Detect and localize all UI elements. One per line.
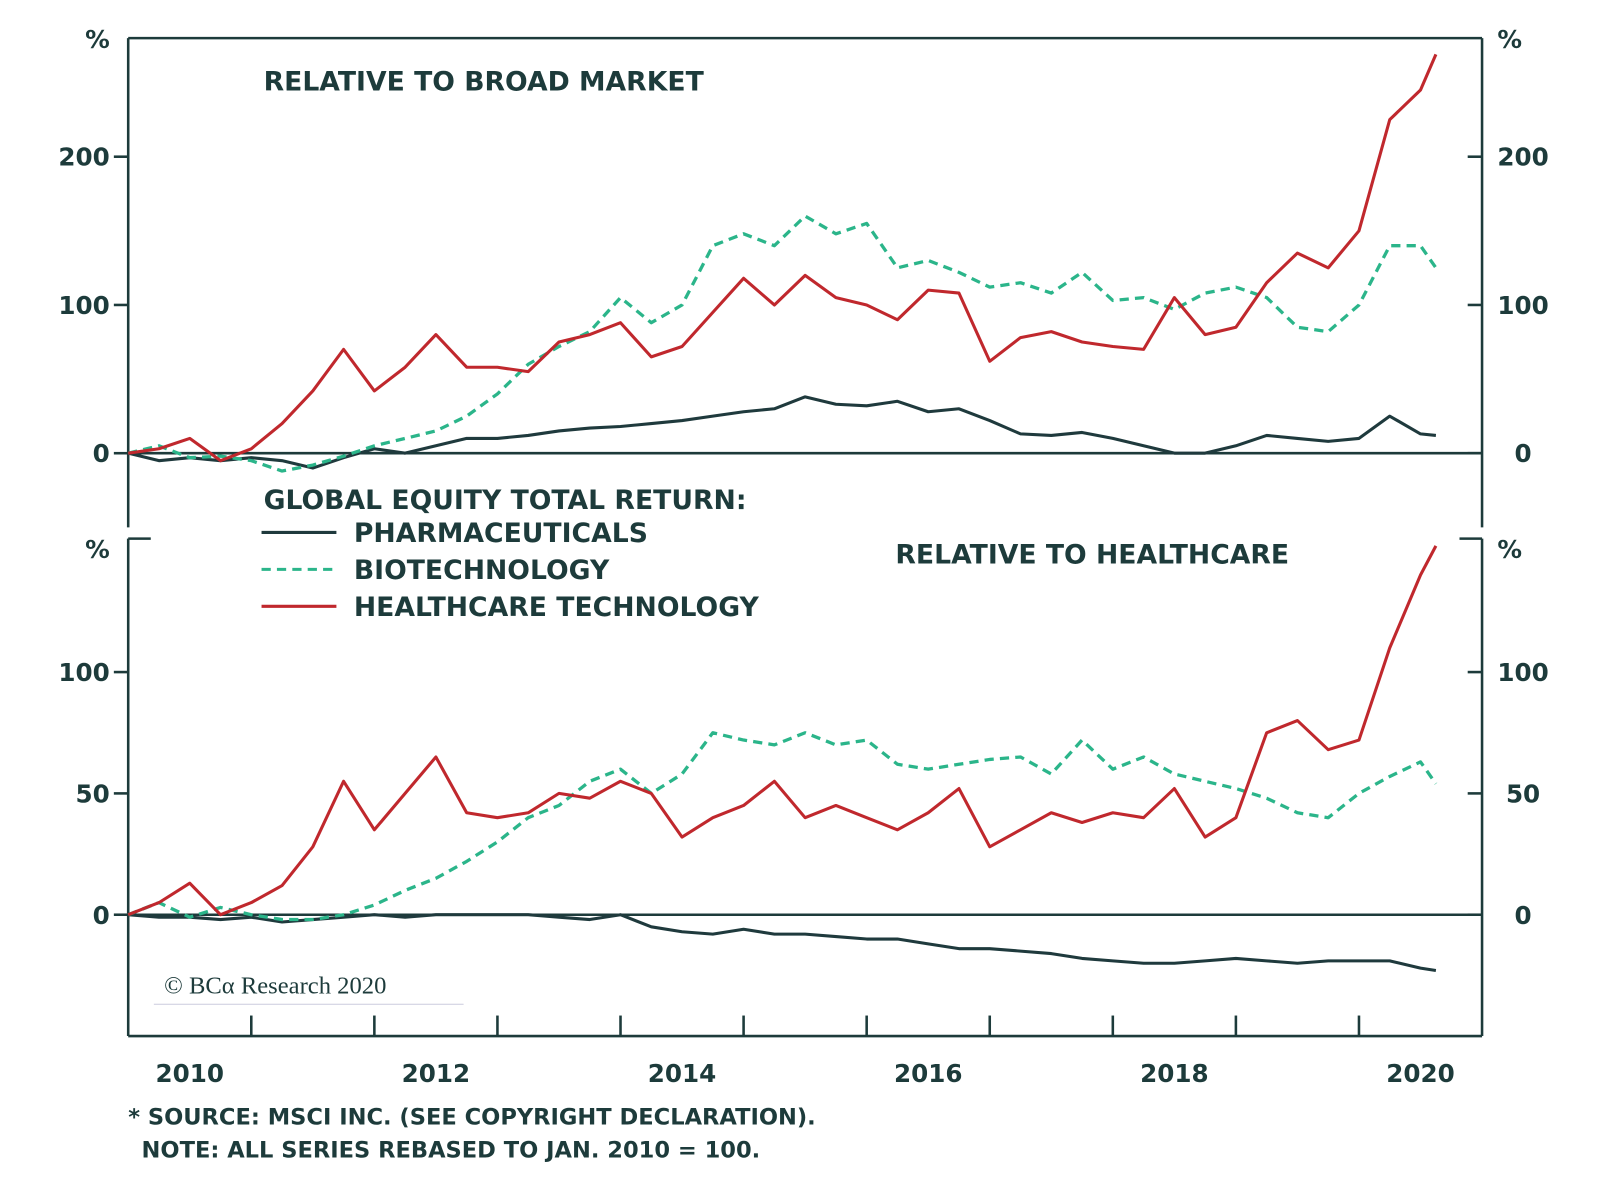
panel-title: RELATIVE TO BROAD MARKET [264,67,705,98]
y-tick-label: 100 [58,658,109,687]
legend-label: HEALTHCARE TECHNOLOGY [354,592,760,623]
y-tick-label: 50 [75,779,109,808]
copyright-box [153,969,464,1005]
y-tick-label: 100 [58,291,109,320]
x-tick-label: 2018 [1140,1059,1209,1088]
y-tick-label: 0 [1515,901,1532,930]
source-note: * SOURCE: MSCI INC. (SEE COPYRIGHT DECLA… [128,1105,816,1131]
y-axis-label: % [1497,25,1522,54]
y-tick-label: 200 [58,143,109,172]
x-tick-label: 2020 [1386,1059,1454,1088]
y-tick-label: 200 [1497,143,1548,172]
y-tick-label: 100 [1497,291,1548,320]
x-tick-label: 2010 [155,1059,223,1088]
series-line [127,731,1438,922]
legend-label: BIOTECHNOLOGY [354,555,610,586]
y-tick-label: 0 [93,901,110,930]
y-tick-label: 100 [1497,658,1548,687]
y-tick-label: 0 [93,439,110,468]
note: NOTE: ALL SERIES REBASED TO JAN. 2010 = … [142,1137,761,1163]
x-tick-label: 2014 [648,1059,717,1088]
y-axis-label: % [85,535,110,564]
series-line [128,913,1437,973]
y-tick-label: 0 [1515,439,1532,468]
y-axis-label: % [1497,535,1522,564]
x-tick-label: 2016 [894,1059,963,1088]
copyright: © BCα Research 2020 [164,972,386,999]
x-tick-label: 2012 [402,1059,471,1088]
legend-title: GLOBAL EQUITY TOTAL RETURN: [264,485,747,516]
series-line [127,545,1438,917]
y-axis-label: % [85,25,110,54]
series-line [127,395,1437,470]
legend-label: PHARMACEUTICALS [354,518,648,549]
series-line [127,214,1438,473]
panel-title: RELATIVE TO HEALTHCARE [895,540,1289,571]
series-line [127,53,1438,463]
y-tick-label: 50 [1506,779,1540,808]
